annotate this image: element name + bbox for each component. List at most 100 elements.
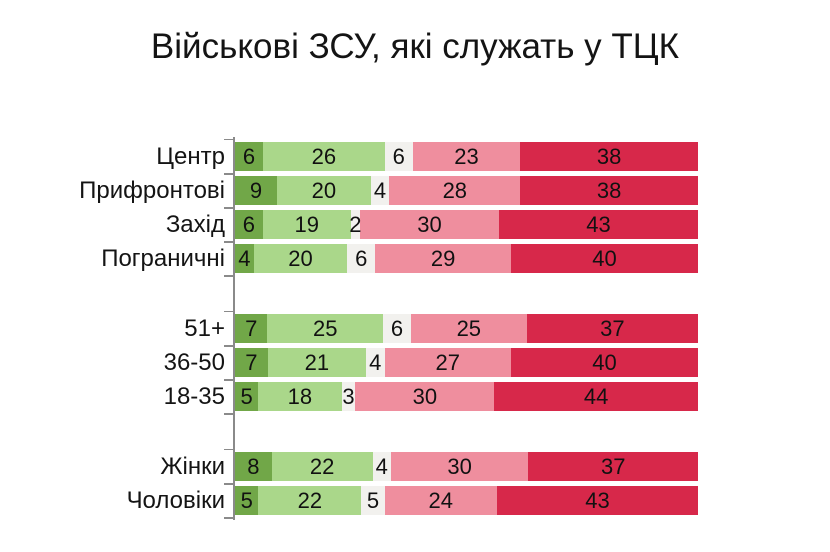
segment-value: 37 bbox=[600, 316, 625, 341]
bar-segment-red: 43 bbox=[496, 486, 699, 515]
bar-segment-pink: 25 bbox=[410, 314, 527, 343]
bar-segment-neutral: 4 bbox=[365, 348, 385, 377]
segment-value: 40 bbox=[592, 246, 617, 271]
segment-value: 20 bbox=[288, 246, 313, 271]
segment-value: 28 bbox=[442, 178, 468, 203]
segment-value: 22 bbox=[297, 488, 323, 513]
bar-segment-red: 43 bbox=[498, 210, 699, 239]
axis-tick bbox=[224, 413, 233, 415]
bar-groups: Центр 6 26 6 23 38 Прифронтові 9 20 4 28 38 Захід 6 19… bbox=[0, 138, 830, 519]
bar-segment-light-green: 22 bbox=[271, 452, 373, 481]
bar-segment-red: 37 bbox=[528, 452, 698, 481]
bar-segment-neutral: 6 bbox=[384, 142, 413, 171]
segment-value: 38 bbox=[596, 178, 622, 203]
segment-value: 25 bbox=[313, 316, 338, 341]
segment-value: 38 bbox=[596, 144, 622, 169]
bar-segment-dark-green: 7 bbox=[235, 348, 268, 377]
category-label: Прифронтові bbox=[79, 177, 225, 204]
segment-value: 43 bbox=[585, 488, 610, 513]
segment-value: 29 bbox=[430, 246, 456, 271]
bar-row: Чоловіки 5 22 5 24 43 bbox=[0, 482, 830, 519]
bar-group-region: Центр 6 26 6 23 38 Прифронтові 9 20 4 28 38 Захід 6 19… bbox=[0, 138, 830, 277]
bar-segment-neutral: 3 bbox=[341, 382, 356, 411]
bar-track: 9 20 4 28 38 bbox=[224, 172, 698, 209]
category-label: Захід bbox=[165, 211, 225, 238]
segment-value: 3 bbox=[342, 384, 355, 409]
bar-row: Прифронтові 9 20 4 28 38 bbox=[0, 172, 830, 209]
segment-value: 9 bbox=[249, 178, 263, 203]
segment-value: 37 bbox=[600, 454, 626, 479]
axis-tick bbox=[224, 206, 233, 208]
segment-value: 7 bbox=[245, 316, 258, 341]
bar-segment-red: 38 bbox=[520, 142, 698, 171]
segment-value: 5 bbox=[240, 384, 253, 409]
category-label: 36-50 bbox=[163, 349, 225, 376]
segment-value: 20 bbox=[311, 178, 337, 203]
bar-segment-pink: 28 bbox=[389, 176, 521, 205]
axis-tick bbox=[224, 275, 233, 277]
segment-value: 6 bbox=[242, 212, 256, 237]
bar-track: 6 19 2 30 43 bbox=[224, 206, 699, 243]
bar-segment-red: 40 bbox=[510, 244, 698, 273]
bar-segment-neutral: 4 bbox=[372, 452, 391, 481]
segment-value: 2 bbox=[349, 212, 362, 237]
segment-value: 22 bbox=[309, 454, 335, 479]
bar-segment-pink: 29 bbox=[375, 244, 511, 273]
category-label: Чоловіки bbox=[126, 487, 225, 514]
segment-value: 4 bbox=[373, 178, 387, 203]
plot-area: Центр 6 26 6 23 38 Прифронтові 9 20 4 28 38 Захід 6 19… bbox=[0, 137, 830, 520]
segment-value: 5 bbox=[240, 488, 253, 513]
bar-segment-light-green: 20 bbox=[277, 176, 371, 205]
segment-value: 30 bbox=[412, 384, 438, 409]
bar-row: 18-35 5 18 3 30 44 bbox=[0, 378, 830, 415]
segment-value: 4 bbox=[369, 350, 382, 375]
segment-value: 30 bbox=[417, 212, 442, 237]
category-label: Пограничні bbox=[101, 245, 225, 272]
category-label: 51+ bbox=[184, 315, 225, 342]
axis-tick bbox=[224, 378, 233, 380]
bar-segment-dark-green: 5 bbox=[235, 382, 259, 411]
bar-segment-dark-green: 9 bbox=[235, 176, 278, 205]
bar-segment-pink: 27 bbox=[384, 348, 511, 377]
bar-segment-dark-green: 6 bbox=[235, 210, 263, 239]
axis-tick bbox=[224, 310, 233, 312]
segment-value: 26 bbox=[311, 144, 337, 169]
axis-tick bbox=[224, 172, 233, 174]
bar-segment-light-green: 19 bbox=[262, 210, 351, 239]
bar-segment-pink: 24 bbox=[384, 486, 497, 515]
bar-track: 7 21 4 27 40 bbox=[224, 344, 698, 381]
axis-tick bbox=[224, 240, 233, 242]
bar-segment-red: 38 bbox=[520, 176, 698, 205]
bar-segment-dark-green: 7 bbox=[235, 314, 268, 343]
bar-track: 5 22 5 24 43 bbox=[224, 482, 699, 519]
segment-value: 21 bbox=[304, 350, 330, 375]
bar-track: 4 20 6 29 40 bbox=[224, 240, 698, 277]
bar-segment-red: 44 bbox=[494, 382, 699, 411]
segment-value: 40 bbox=[592, 350, 617, 375]
bar-segment-dark-green: 5 bbox=[235, 486, 259, 515]
segment-value: 6 bbox=[355, 246, 368, 271]
bar-row: Пограничні 4 20 6 29 40 bbox=[0, 240, 830, 277]
bar-segment-pink: 23 bbox=[412, 142, 521, 171]
bar-row: Захід 6 19 2 30 43 bbox=[0, 206, 830, 243]
bar-segment-light-green: 26 bbox=[263, 142, 385, 171]
category-label: Центр bbox=[156, 143, 225, 170]
chart-title: Військові ЗСУ, які служать у ТЦК bbox=[150, 27, 680, 66]
segment-value: 5 bbox=[366, 488, 380, 513]
category-label: 18-35 bbox=[163, 383, 225, 410]
segment-value: 4 bbox=[238, 246, 251, 271]
segment-value: 6 bbox=[390, 316, 404, 341]
bar-track: 8 22 4 30 37 bbox=[224, 448, 698, 485]
bar-segment-dark-green: 4 bbox=[235, 244, 254, 273]
bar-segment-light-green: 25 bbox=[267, 314, 384, 343]
bar-segment-dark-green: 6 bbox=[235, 142, 264, 171]
bar-row: Центр 6 26 6 23 38 bbox=[0, 138, 830, 175]
axis-tick bbox=[224, 448, 233, 450]
bar-group-age: 51+ 7 25 6 25 37 36-50 7 21 4 27 40 18-35 5 18 3 30 44 bbox=[0, 310, 830, 415]
bar-segment-pink: 30 bbox=[390, 452, 529, 481]
segment-value: 27 bbox=[435, 350, 461, 375]
segment-value: 43 bbox=[586, 212, 611, 237]
bar-row: 36-50 7 21 4 27 40 bbox=[0, 344, 830, 381]
bar-segment-pink: 30 bbox=[355, 382, 495, 411]
